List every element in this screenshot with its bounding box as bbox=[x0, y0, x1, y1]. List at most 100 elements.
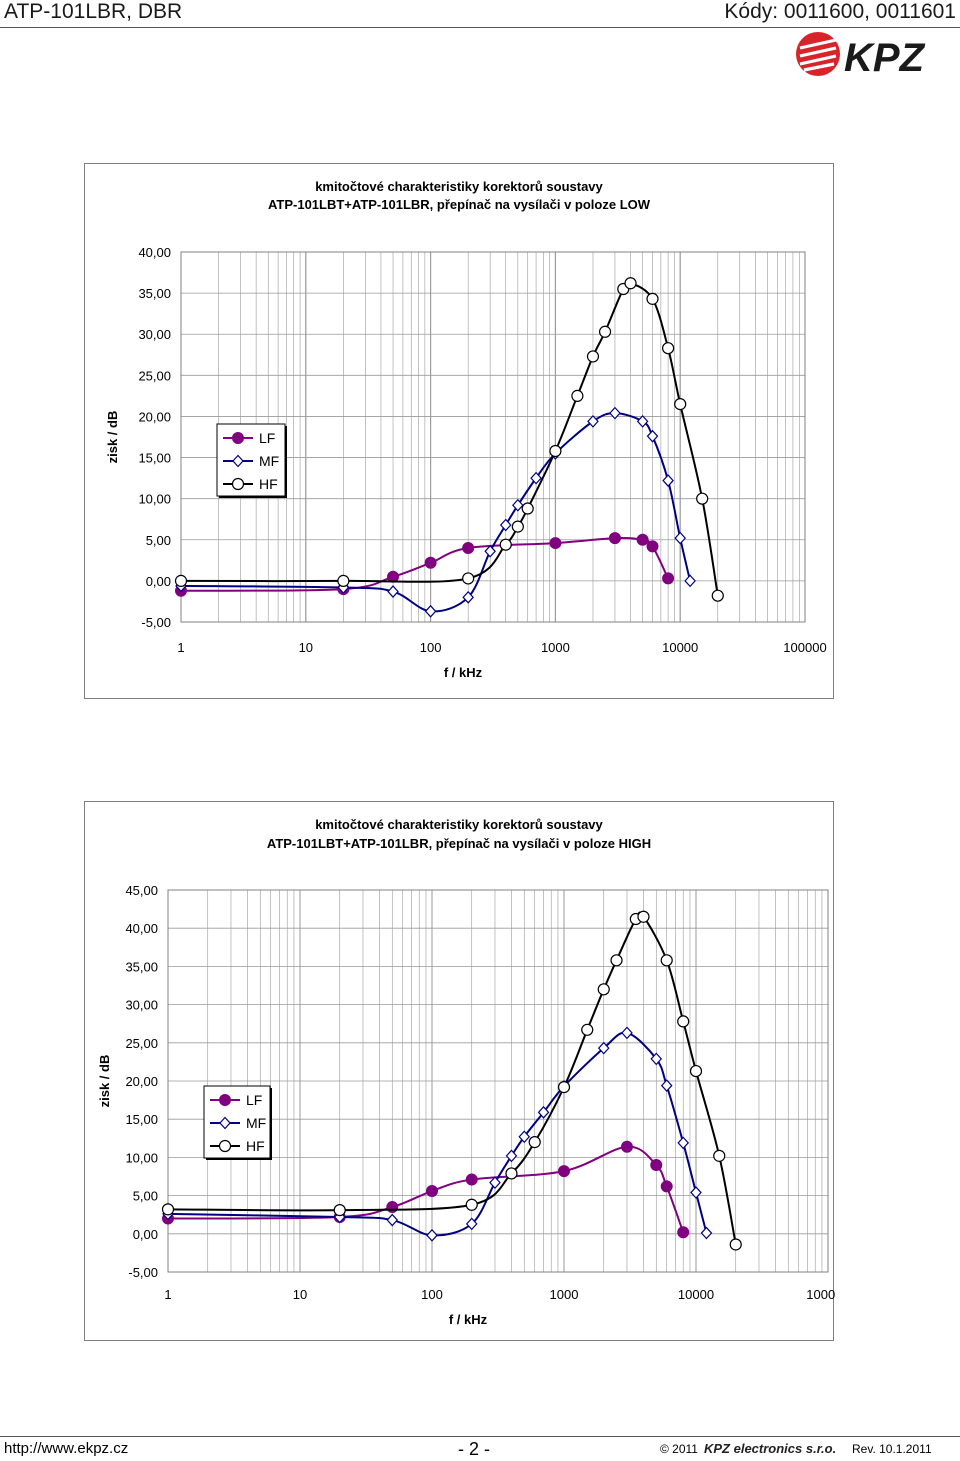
legend-marker-lf bbox=[219, 1094, 231, 1106]
data-point-hf bbox=[729, 1238, 742, 1251]
chart-title-line1: kmitočtové charakteristiky korektorů sou… bbox=[315, 817, 603, 832]
data-point-hf bbox=[465, 1198, 478, 1211]
data-point-hf bbox=[337, 574, 350, 587]
data-point-hf bbox=[161, 1203, 175, 1216]
data-point-mf bbox=[465, 1217, 478, 1231]
y-tick-label: 15,00 bbox=[125, 1112, 158, 1127]
legend-marker-lf bbox=[232, 432, 244, 444]
y-tick-label: 25,00 bbox=[138, 368, 171, 383]
y-tick-label: 25,00 bbox=[125, 1036, 158, 1051]
legend-label-mf: MF bbox=[259, 453, 279, 469]
series-mf bbox=[175, 406, 696, 618]
kpz-logo: KPZ bbox=[796, 32, 926, 78]
document-title: ATP-101LBR, DBR bbox=[4, 0, 183, 23]
legend-marker-mf bbox=[232, 454, 244, 468]
data-point-mf bbox=[505, 1149, 518, 1163]
data-point-mf bbox=[700, 1226, 713, 1240]
data-point-hf bbox=[597, 983, 610, 996]
data-point-mf bbox=[518, 1130, 531, 1144]
kpz-logo-text: KPZ bbox=[844, 36, 926, 78]
y-tick-label: 30,00 bbox=[138, 327, 171, 342]
x-tick-label: 100 bbox=[421, 1287, 443, 1302]
data-point-hf bbox=[711, 589, 724, 602]
series-line-hf bbox=[167, 911, 737, 1245]
data-point-lf bbox=[465, 1173, 478, 1186]
data-point-hf bbox=[662, 342, 675, 355]
product-codes: Kódy: 0011600, 0011601 bbox=[724, 0, 956, 23]
data-point-lf bbox=[620, 1140, 633, 1153]
data-point-mf bbox=[646, 429, 659, 443]
legend: LF MF HF bbox=[216, 423, 287, 498]
data-point-hf bbox=[624, 277, 637, 290]
data-point-mf bbox=[597, 1041, 610, 1055]
page-number: - 2 - bbox=[458, 1439, 491, 1459]
data-point-lf bbox=[424, 556, 437, 569]
data-point-mf bbox=[426, 1228, 438, 1242]
x-axis-label: f / kHz bbox=[449, 1312, 488, 1327]
y-axis-label: zisk / dB bbox=[105, 411, 120, 464]
data-point-hf bbox=[674, 398, 687, 411]
data-point-mf bbox=[484, 544, 496, 558]
data-point-hf bbox=[586, 350, 600, 363]
y-tick-label: 0,00 bbox=[133, 1227, 158, 1242]
data-point-lf bbox=[462, 542, 475, 554]
data-point-hf bbox=[521, 502, 534, 515]
x-tick-label: 10000 bbox=[662, 640, 698, 655]
data-point-mf bbox=[684, 574, 696, 588]
data-point-lf bbox=[558, 1165, 570, 1178]
x-tick-label: 1 bbox=[164, 1287, 171, 1302]
data-point-hf bbox=[637, 910, 650, 923]
data-point-lf bbox=[650, 1159, 663, 1172]
legend-marker-hf bbox=[231, 477, 245, 491]
data-point-lf bbox=[677, 1226, 690, 1239]
footer-divider bbox=[0, 1436, 960, 1437]
data-point-lf bbox=[662, 572, 675, 585]
y-tick-label: 45,00 bbox=[125, 883, 158, 898]
y-tick-label: 5,00 bbox=[146, 533, 171, 548]
x-tick-label: 1 bbox=[177, 640, 184, 655]
x-tick-label: 10000 bbox=[678, 1287, 714, 1302]
data-point-hf bbox=[610, 954, 623, 967]
data-point-mf bbox=[650, 1052, 663, 1066]
x-tick-label: 10 bbox=[299, 640, 313, 655]
data-point-hf bbox=[505, 1167, 518, 1180]
plot-area bbox=[167, 889, 829, 1273]
chart-low-svg: kmitočtové charakteristiky korektorů sou… bbox=[105, 179, 827, 680]
y-tick-label: 20,00 bbox=[138, 409, 171, 424]
series-hf bbox=[161, 910, 742, 1251]
data-point-mf bbox=[489, 1176, 501, 1190]
data-point-hf bbox=[528, 1136, 541, 1149]
data-point-hf bbox=[499, 538, 512, 551]
legend-marker-hf bbox=[218, 1139, 232, 1153]
legend-label-lf: LF bbox=[246, 1092, 262, 1108]
data-point-hf bbox=[581, 1023, 594, 1036]
data-point-hf bbox=[689, 1064, 703, 1078]
data-point-lf bbox=[636, 533, 649, 546]
data-point-mf bbox=[690, 1186, 702, 1199]
data-point-mf bbox=[662, 474, 674, 487]
x-tick-label: 1000 bbox=[550, 1287, 579, 1302]
data-point-hf bbox=[646, 292, 659, 305]
y-tick-label: 35,00 bbox=[125, 959, 158, 974]
data-point-mf bbox=[462, 590, 474, 604]
data-point-mf bbox=[587, 414, 599, 428]
x-tick-label: 100000 bbox=[783, 640, 826, 655]
chart-high: kmitočtové charakteristiky korektorů sou… bbox=[84, 801, 835, 1341]
data-point-hf bbox=[696, 492, 709, 505]
footer-url[interactable]: http://www.ekpz.cz bbox=[4, 1440, 129, 1457]
data-point-lf bbox=[426, 1185, 438, 1198]
x-tick-label: 1000 bbox=[541, 640, 570, 655]
header-divider bbox=[0, 27, 960, 28]
data-point-hf bbox=[571, 389, 584, 402]
data-point-lf bbox=[646, 540, 659, 553]
chart-high-svg: kmitočtové charakteristiky korektorů sou… bbox=[97, 817, 835, 1327]
y-tick-label: 15,00 bbox=[138, 451, 171, 466]
y-tick-label: 5,00 bbox=[133, 1189, 158, 1204]
data-point-mf bbox=[387, 585, 399, 598]
data-point-mf bbox=[386, 1213, 399, 1227]
chart-title-line1: kmitočtové charakteristiky korektorů sou… bbox=[315, 179, 603, 194]
legend-marker-mf bbox=[219, 1116, 231, 1130]
y-tick-label: 20,00 bbox=[125, 1074, 158, 1089]
data-point-mf bbox=[537, 1105, 550, 1119]
data-point-mf bbox=[609, 406, 621, 420]
